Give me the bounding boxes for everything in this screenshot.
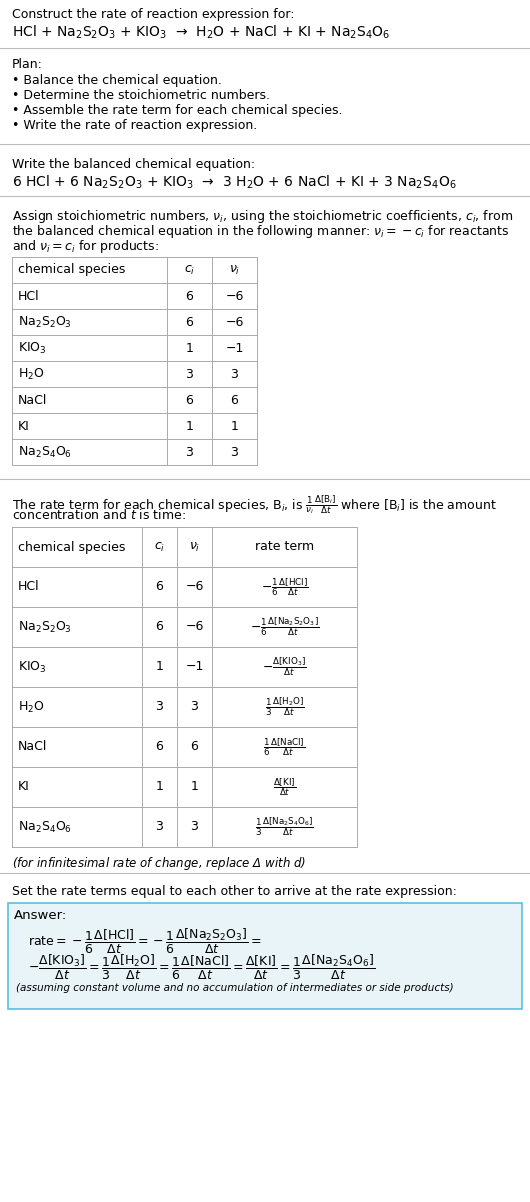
Text: $\frac{\Delta[\mathrm{KI}]}{\Delta t}$: $\frac{\Delta[\mathrm{KI}]}{\Delta t}$ xyxy=(273,776,296,798)
Text: 3: 3 xyxy=(231,368,239,381)
Text: $-\frac{\Delta[\mathrm{KIO_3}]}{\Delta t}$: $-\frac{\Delta[\mathrm{KIO_3}]}{\Delta t… xyxy=(262,655,307,678)
Text: 1: 1 xyxy=(156,661,163,673)
Text: $-\dfrac{\Delta[\mathrm{KIO_3}]}{\Delta t} = \dfrac{1}{3}\dfrac{\Delta[\mathrm{H: $-\dfrac{\Delta[\mathrm{KIO_3}]}{\Delta … xyxy=(28,953,375,982)
Text: 6: 6 xyxy=(186,315,193,328)
Text: −1: −1 xyxy=(186,661,204,673)
Text: 6: 6 xyxy=(231,393,239,406)
Text: chemical species: chemical species xyxy=(18,541,126,553)
Text: H$_2$O: H$_2$O xyxy=(18,700,45,714)
Text: chemical species: chemical species xyxy=(18,263,126,276)
Text: −6: −6 xyxy=(225,315,244,328)
Text: Na$_2$S$_4$O$_6$: Na$_2$S$_4$O$_6$ xyxy=(18,820,72,834)
Text: $\frac{1}{6}\frac{\Delta[\mathrm{NaCl}]}{\Delta t}$: $\frac{1}{6}\frac{\Delta[\mathrm{NaCl}]}… xyxy=(263,736,306,758)
Bar xyxy=(12,257,257,465)
Text: • Balance the chemical equation.: • Balance the chemical equation. xyxy=(12,75,222,87)
Bar xyxy=(12,526,357,847)
Text: 6: 6 xyxy=(156,620,163,633)
Text: The rate term for each chemical species, B$_i$, is $\frac{1}{\nu_i}\frac{\Delta[: The rate term for each chemical species,… xyxy=(12,493,497,516)
Text: Plan:: Plan: xyxy=(12,58,43,71)
Text: −6: −6 xyxy=(186,620,204,633)
Text: H$_2$O: H$_2$O xyxy=(18,367,45,381)
Text: • Assemble the rate term for each chemical species.: • Assemble the rate term for each chemic… xyxy=(12,105,342,117)
Text: 6: 6 xyxy=(186,290,193,303)
Text: $c_i$: $c_i$ xyxy=(154,541,165,554)
Text: $\frac{1}{3}\frac{\Delta[\mathrm{H_2O}]}{\Delta t}$: $\frac{1}{3}\frac{\Delta[\mathrm{H_2O}]}… xyxy=(264,696,304,719)
Text: 1: 1 xyxy=(186,341,193,355)
Text: 6: 6 xyxy=(156,581,163,594)
Text: HCl + Na$_2$S$_2$O$_3$ + KIO$_3$  →  H$_2$O + NaCl + KI + Na$_2$S$_4$O$_6$: HCl + Na$_2$S$_2$O$_3$ + KIO$_3$ → H$_2$… xyxy=(12,24,391,41)
Text: NaCl: NaCl xyxy=(18,393,47,406)
Text: KIO$_3$: KIO$_3$ xyxy=(18,340,47,356)
Text: 1: 1 xyxy=(191,780,198,793)
Text: Assign stoichiometric numbers, $\nu_i$, using the stoichiometric coefficients, $: Assign stoichiometric numbers, $\nu_i$, … xyxy=(12,208,513,225)
Text: Set the rate terms equal to each other to arrive at the rate expression:: Set the rate terms equal to each other t… xyxy=(12,885,457,898)
Text: • Write the rate of reaction expression.: • Write the rate of reaction expression. xyxy=(12,119,257,132)
Text: $c_i$: $c_i$ xyxy=(184,263,195,276)
Text: −6: −6 xyxy=(186,581,204,594)
Text: Construct the rate of reaction expression for:: Construct the rate of reaction expressio… xyxy=(12,8,295,20)
Text: 6: 6 xyxy=(156,740,163,754)
Text: $\mathrm{rate} = -\dfrac{1}{6}\dfrac{\Delta[\mathrm{HCl}]}{\Delta t} = -\dfrac{1: $\mathrm{rate} = -\dfrac{1}{6}\dfrac{\De… xyxy=(28,927,262,956)
Text: Answer:: Answer: xyxy=(14,909,67,922)
Text: 6: 6 xyxy=(186,393,193,406)
Text: 3: 3 xyxy=(156,701,163,714)
Text: concentration and $t$ is time:: concentration and $t$ is time: xyxy=(12,508,186,522)
Text: Na$_2$S$_2$O$_3$: Na$_2$S$_2$O$_3$ xyxy=(18,619,72,635)
Text: and $\nu_i = c_i$ for products:: and $\nu_i = c_i$ for products: xyxy=(12,238,159,255)
Text: 1: 1 xyxy=(186,419,193,433)
Text: 6: 6 xyxy=(191,740,198,754)
Text: 3: 3 xyxy=(231,446,239,458)
Text: Write the balanced chemical equation:: Write the balanced chemical equation: xyxy=(12,157,255,171)
Text: $\frac{1}{3}\frac{\Delta[\mathrm{Na_2S_4O_6}]}{\Delta t}$: $\frac{1}{3}\frac{\Delta[\mathrm{Na_2S_4… xyxy=(255,816,314,838)
Text: $-\frac{1}{6}\frac{\Delta[\mathrm{HCl}]}{\Delta t}$: $-\frac{1}{6}\frac{\Delta[\mathrm{HCl}]}… xyxy=(261,576,308,597)
Text: $\nu_i$: $\nu_i$ xyxy=(189,541,200,554)
Text: −1: −1 xyxy=(225,341,244,355)
Text: 3: 3 xyxy=(186,368,193,381)
Text: 3: 3 xyxy=(191,821,198,833)
Text: $-\frac{1}{6}\frac{\Delta[\mathrm{Na_2S_2O_3}]}{\Delta t}$: $-\frac{1}{6}\frac{\Delta[\mathrm{Na_2S_… xyxy=(250,615,319,638)
Text: the balanced chemical equation in the following manner: $\nu_i = -c_i$ for react: the balanced chemical equation in the fo… xyxy=(12,224,509,240)
Text: 1: 1 xyxy=(156,780,163,793)
Text: KIO$_3$: KIO$_3$ xyxy=(18,660,47,674)
Text: 6 HCl + 6 Na$_2$S$_2$O$_3$ + KIO$_3$  →  3 H$_2$O + 6 NaCl + KI + 3 Na$_2$S$_4$O: 6 HCl + 6 Na$_2$S$_2$O$_3$ + KIO$_3$ → 3… xyxy=(12,174,457,191)
Text: NaCl: NaCl xyxy=(18,740,47,754)
Text: Na$_2$S$_4$O$_6$: Na$_2$S$_4$O$_6$ xyxy=(18,445,72,459)
Text: KI: KI xyxy=(18,419,30,433)
Text: (for infinitesimal rate of change, replace Δ with $d$): (for infinitesimal rate of change, repla… xyxy=(12,855,306,871)
Text: rate term: rate term xyxy=(255,541,314,553)
Text: 3: 3 xyxy=(191,701,198,714)
Text: Na$_2$S$_2$O$_3$: Na$_2$S$_2$O$_3$ xyxy=(18,315,72,329)
Text: (assuming constant volume and no accumulation of intermediates or side products): (assuming constant volume and no accumul… xyxy=(16,983,454,993)
Text: 1: 1 xyxy=(231,419,239,433)
Text: HCl: HCl xyxy=(18,290,40,303)
Text: −6: −6 xyxy=(225,290,244,303)
Text: 3: 3 xyxy=(186,446,193,458)
Text: HCl: HCl xyxy=(18,581,40,594)
Bar xyxy=(8,903,522,1008)
Text: KI: KI xyxy=(18,780,30,793)
Text: 3: 3 xyxy=(156,821,163,833)
Text: • Determine the stoichiometric numbers.: • Determine the stoichiometric numbers. xyxy=(12,89,270,102)
Text: $\nu_i$: $\nu_i$ xyxy=(229,263,240,276)
